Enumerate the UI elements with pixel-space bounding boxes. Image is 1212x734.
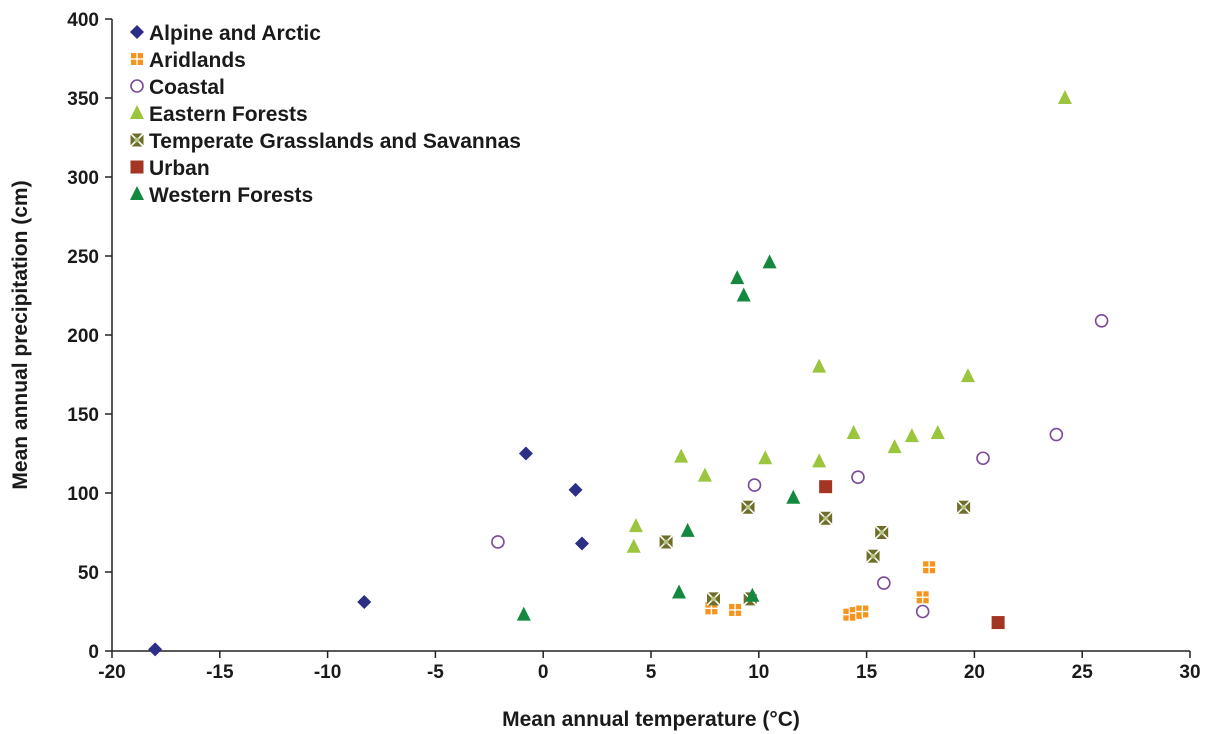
point-temperate-grasslands-and-savannas xyxy=(818,511,833,526)
point-eastern-forests xyxy=(812,453,827,468)
y-tick-label: 300 xyxy=(67,168,99,189)
point-alpine-and-arctic xyxy=(575,536,590,551)
x-axis-ticks: -20 -15 -10 -5 0 5 10 15 20 25 30 xyxy=(98,651,1201,683)
point-temperate-grasslands-and-savannas xyxy=(740,500,756,515)
x-tick-label: 15 xyxy=(856,662,878,683)
point-eastern-forests xyxy=(1057,90,1072,104)
point-eastern-forests xyxy=(846,424,861,439)
x-tick-label: 25 xyxy=(1072,662,1094,683)
x-tick-label: 5 xyxy=(646,662,657,683)
point-aridlands xyxy=(729,603,742,616)
point-eastern-forests xyxy=(812,358,827,373)
y-tick-label: 50 xyxy=(78,563,99,584)
x-tick-label: -5 xyxy=(427,662,444,683)
y-tick-label: 100 xyxy=(67,484,99,505)
point-coastal xyxy=(851,470,865,485)
y-axis-title: Mean annual precipitation (cm) xyxy=(9,180,32,489)
point-coastal xyxy=(1049,427,1064,442)
point-western-forests xyxy=(736,287,751,302)
legend-label-urban: Urban xyxy=(149,157,210,180)
point-eastern-forests xyxy=(904,428,919,443)
y-tick-label: 250 xyxy=(67,247,99,268)
point-western-forests xyxy=(672,584,687,599)
point-eastern-forests xyxy=(960,368,975,383)
legend-label-temperate-grasslands-and-savannas: Temperate Grasslands and Savannas xyxy=(149,130,521,153)
y-tick-label: 0 xyxy=(88,642,99,663)
legend-marker-coastal xyxy=(130,79,144,93)
point-western-forests xyxy=(730,270,745,285)
point-coastal xyxy=(877,576,891,590)
point-coastal xyxy=(747,478,762,492)
y-tick-label: 400 xyxy=(67,10,99,31)
legend-label-eastern-forests: Eastern Forests xyxy=(149,103,308,126)
point-coastal xyxy=(491,535,505,549)
legend-label-aridlands: Aridlands xyxy=(149,49,246,72)
x-tick-label: -15 xyxy=(206,662,234,683)
legend-label-western-forests: Western Forests xyxy=(149,184,313,207)
point-western-forests xyxy=(516,606,531,621)
point-temperate-grasslands-and-savannas xyxy=(659,534,674,550)
x-tick-label: 20 xyxy=(964,662,985,683)
x-tick-label: 0 xyxy=(538,662,549,683)
point-western-forests xyxy=(762,254,777,269)
y-tick-label: 200 xyxy=(67,326,99,347)
legend-marker-eastern-forests xyxy=(130,105,144,119)
point-eastern-forests xyxy=(628,518,643,533)
x-tick-label: 30 xyxy=(1179,662,1200,683)
point-aridlands xyxy=(856,605,869,618)
point-eastern-forests xyxy=(887,439,902,454)
x-tick-label: -10 xyxy=(314,662,341,683)
y-tick-label: 350 xyxy=(67,89,99,110)
legend-marker-alpine-and-arctic xyxy=(130,25,144,39)
point-temperate-grasslands-and-savannas xyxy=(956,500,971,515)
legend: Alpine and Arctic Aridlands Coastal Eastern… xyxy=(129,22,521,207)
point-eastern-forests xyxy=(674,448,689,463)
point-coastal xyxy=(1094,313,1109,328)
point-alpine-and-arctic xyxy=(568,482,583,497)
point-alpine-and-arctic xyxy=(518,446,533,461)
legend-marker-temperate-grasslands-and-savannas xyxy=(129,132,145,148)
point-urban xyxy=(819,480,833,494)
x-tick-label: 10 xyxy=(748,662,769,683)
y-tick-label: 150 xyxy=(67,405,99,426)
point-temperate-grasslands-and-savannas xyxy=(866,549,881,564)
point-alpine-and-arctic xyxy=(357,595,372,610)
legend-marker-western-forests xyxy=(130,186,144,200)
point-coastal xyxy=(915,604,930,619)
x-axis-title: Mean annual temperature (°C) xyxy=(502,708,800,731)
point-eastern-forests xyxy=(697,467,712,482)
legend-marker-aridlands xyxy=(131,53,143,65)
legend-marker-urban xyxy=(130,160,144,174)
point-western-forests xyxy=(745,587,760,602)
data-points xyxy=(148,90,1109,657)
point-western-forests xyxy=(786,489,801,504)
point-coastal xyxy=(976,451,990,466)
point-urban xyxy=(991,616,1005,630)
point-eastern-forests xyxy=(626,538,641,553)
y-axis-ticks: 0 50 100 150 200 250 300 350 400 xyxy=(67,10,112,663)
x-tick-label: -20 xyxy=(98,662,125,683)
point-aridlands xyxy=(916,591,929,604)
point-eastern-forests xyxy=(930,424,945,439)
point-temperate-grasslands-and-savannas xyxy=(874,525,889,540)
point-western-forests xyxy=(680,522,695,537)
legend-label-coastal: Coastal xyxy=(149,76,225,99)
point-eastern-forests xyxy=(758,450,773,465)
point-aridlands xyxy=(923,561,936,574)
point-alpine-and-arctic xyxy=(148,642,163,657)
point-temperate-grasslands-and-savannas xyxy=(706,591,721,606)
legend-label-alpine-and-arctic: Alpine and Arctic xyxy=(149,22,321,45)
